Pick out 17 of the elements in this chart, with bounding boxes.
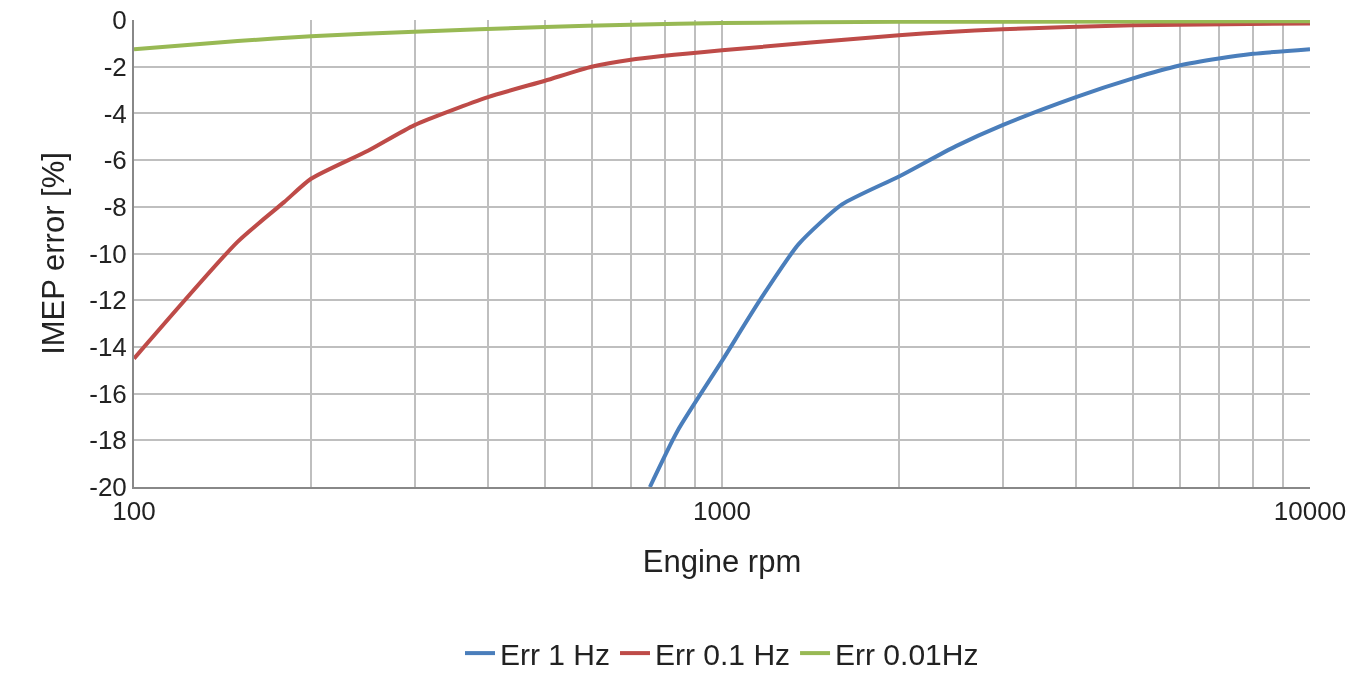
- y-tick-label: -10: [89, 238, 127, 269]
- y-tick-label: -6: [103, 145, 127, 176]
- x-tick-label: 10000: [1273, 496, 1347, 527]
- y-tick-label: -2: [103, 51, 127, 82]
- y-tick-label: -18: [89, 425, 127, 456]
- y-tick-label: 0: [112, 5, 127, 36]
- legend-label: Err 0.01Hz: [835, 637, 979, 671]
- x-axis-title: Engine rpm: [642, 543, 802, 579]
- y-tick-label: -8: [103, 191, 127, 222]
- y-tick-label: -16: [89, 378, 127, 409]
- y-tick-label: -12: [89, 285, 127, 316]
- y-tick-label: -14: [89, 332, 127, 362]
- y-tick-label: -4: [103, 98, 127, 129]
- legend-label: Err 0.1 Hz: [655, 637, 791, 671]
- x-tick-label: 1000: [693, 496, 751, 527]
- legend-label: Err 1 Hz: [500, 637, 611, 671]
- y-axis-title: IMEP error [%]: [36, 152, 72, 355]
